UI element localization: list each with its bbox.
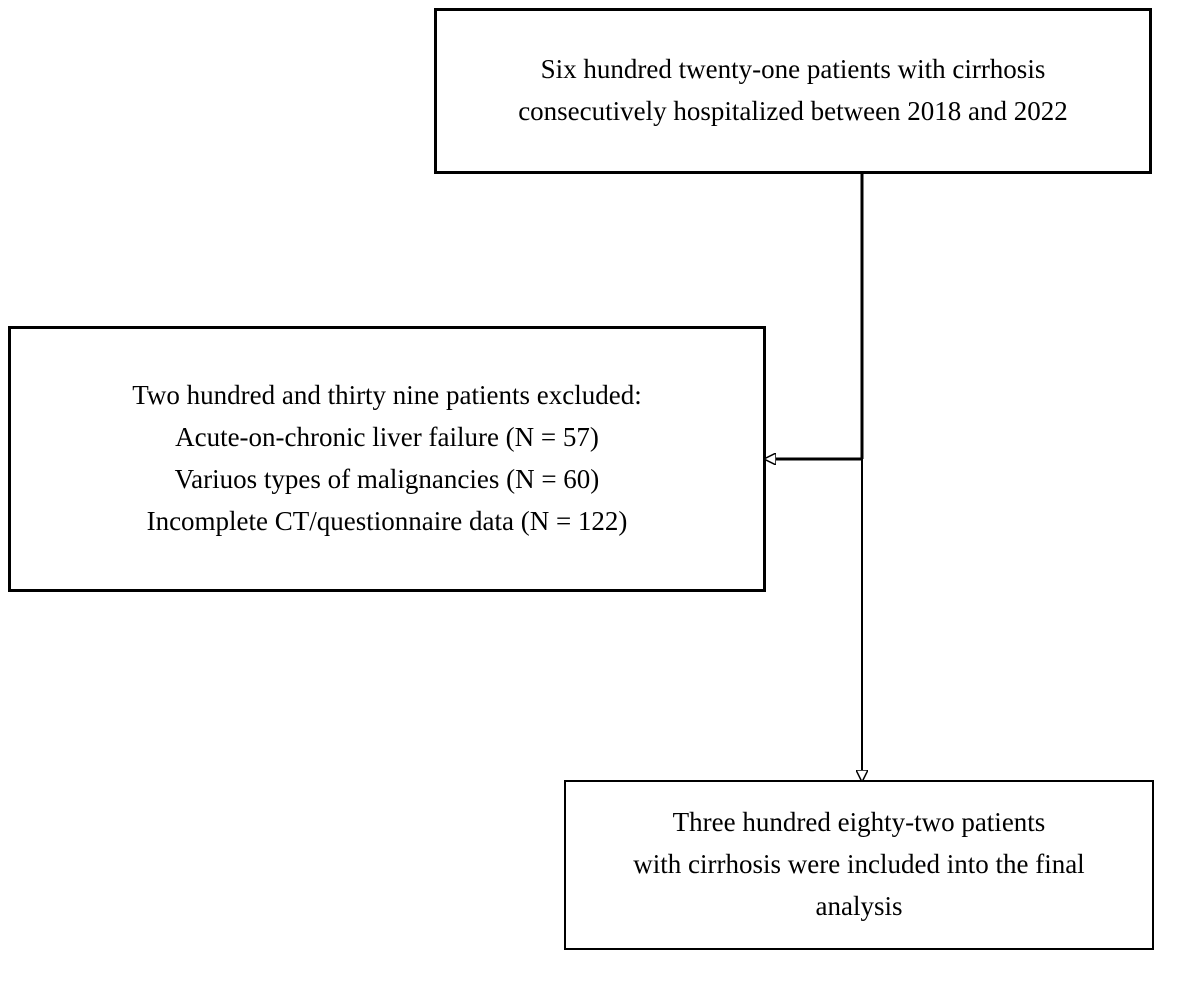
node-excluded: Two hundred and thirty nine patients exc…	[8, 326, 766, 592]
node-initial-cohort: Six hundred twenty-one patients with cir…	[434, 8, 1152, 174]
node-excluded-line-3: Variuos types of malignancies (N = 60)	[33, 459, 741, 501]
node-initial-line-2: consecutively hospitalized between 2018 …	[459, 91, 1127, 133]
node-final-line-2: with cirrhosis were included into the fi…	[588, 844, 1130, 886]
node-excluded-line-1: Two hundred and thirty nine patients exc…	[33, 375, 741, 417]
node-excluded-line-2: Acute-on-chronic liver failure (N = 57)	[33, 417, 741, 459]
node-excluded-line-4: Incomplete CT/questionnaire data (N = 12…	[33, 501, 741, 543]
node-final-cohort: Three hundred eighty-two patients with c…	[564, 780, 1154, 950]
node-final-line-1: Three hundred eighty-two patients	[588, 802, 1130, 844]
node-final-line-3: analysis	[588, 886, 1130, 928]
node-initial-line-1: Six hundred twenty-one patients with cir…	[459, 49, 1127, 91]
